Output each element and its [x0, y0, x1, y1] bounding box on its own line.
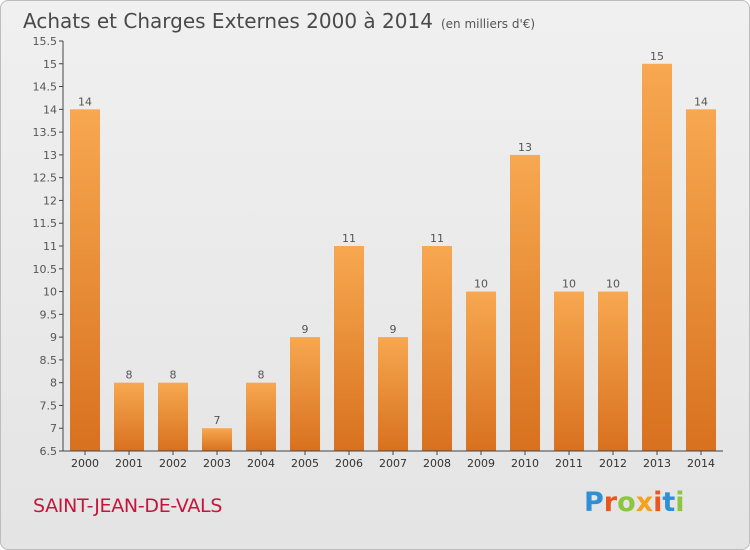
bar-value-label: 15 — [650, 50, 664, 63]
x-tick-label: 2013 — [643, 457, 671, 470]
bar-value-label: 7 — [214, 414, 221, 427]
bar-value-label: 11 — [342, 232, 356, 245]
x-tick-label: 2004 — [247, 457, 275, 470]
x-tick-label: 2014 — [687, 457, 715, 470]
logo-letter: r — [603, 487, 618, 518]
x-tick-label: 2007 — [379, 457, 407, 470]
y-tick-label: 12.5 — [33, 172, 58, 185]
bar-value-label: 10 — [562, 278, 576, 291]
logo-letter: P — [584, 487, 604, 518]
chart-title-text: Achats et Charges Externes 2000 à 2014 — [23, 9, 433, 33]
bar — [290, 337, 320, 451]
bar-value-label: 10 — [474, 278, 488, 291]
bar-value-label: 10 — [606, 278, 620, 291]
bar — [202, 428, 232, 451]
y-tick-label: 9 — [50, 331, 57, 344]
bar — [70, 109, 100, 451]
x-tick-label: 2003 — [203, 457, 231, 470]
x-tick-label: 2005 — [291, 457, 319, 470]
y-tick-label: 8.5 — [40, 354, 58, 367]
bar — [246, 382, 276, 451]
y-tick-label: 11.5 — [33, 217, 58, 230]
x-tick-label: 2000 — [71, 457, 99, 470]
logo-letter: t — [662, 487, 676, 518]
logo-letter: i — [675, 487, 685, 518]
x-tick-label: 2008 — [423, 457, 451, 470]
y-tick-label: 9.5 — [40, 308, 58, 321]
y-tick-label: 14 — [43, 103, 57, 116]
logo-letter: x — [635, 487, 654, 518]
y-tick-label: 14.5 — [33, 81, 58, 94]
bar-value-label: 9 — [302, 323, 309, 336]
y-tick-label: 8 — [50, 377, 57, 390]
x-tick-label: 2001 — [115, 457, 143, 470]
y-tick-label: 7 — [50, 422, 57, 435]
town-name: SAINT-JEAN-DE-VALS — [33, 495, 223, 517]
y-tick-label: 15.5 — [33, 35, 58, 48]
y-tick-label: 12 — [43, 194, 57, 207]
x-tick-label: 2002 — [159, 457, 187, 470]
bar — [642, 63, 672, 452]
bar — [510, 154, 540, 451]
bar — [598, 291, 628, 451]
chart-subtitle: (en milliers d'€) — [440, 17, 536, 31]
bar — [554, 291, 584, 451]
bar — [334, 246, 364, 451]
bar — [114, 382, 144, 451]
logo-letter: o — [617, 487, 636, 518]
bar-value-label: 9 — [390, 323, 397, 336]
bar-value-label: 8 — [126, 369, 133, 382]
bar-value-label: 14 — [694, 95, 708, 108]
bar — [422, 246, 452, 451]
chart-title: Achats et Charges Externes 2000 à 2014 (e… — [23, 9, 535, 33]
y-tick-label: 11 — [43, 240, 57, 253]
x-tick-label: 2009 — [467, 457, 495, 470]
y-tick-label: 13.5 — [33, 126, 58, 139]
x-tick-label: 2012 — [599, 457, 627, 470]
bar — [378, 337, 408, 451]
bar-value-label: 13 — [518, 141, 532, 154]
y-tick-label: 10.5 — [33, 263, 58, 276]
x-tick-label: 2011 — [555, 457, 583, 470]
proxiti-logo: Proxiti — [584, 487, 685, 518]
bar — [686, 109, 716, 451]
logo-letter: i — [653, 487, 663, 518]
x-tick-label: 2006 — [335, 457, 363, 470]
x-tick-label: 2010 — [511, 457, 539, 470]
bar — [466, 291, 496, 451]
y-tick-label: 13 — [43, 149, 57, 162]
y-tick-label: 10 — [43, 286, 57, 299]
y-tick-label: 15 — [43, 58, 57, 71]
bar-value-label: 11 — [430, 232, 444, 245]
y-tick-label: 6.5 — [40, 445, 58, 458]
y-tick-label: 7.5 — [40, 399, 58, 412]
bar-value-label: 8 — [258, 369, 265, 382]
bar-value-label: 8 — [170, 369, 177, 382]
bar-value-label: 14 — [78, 95, 92, 108]
bar — [158, 382, 188, 451]
